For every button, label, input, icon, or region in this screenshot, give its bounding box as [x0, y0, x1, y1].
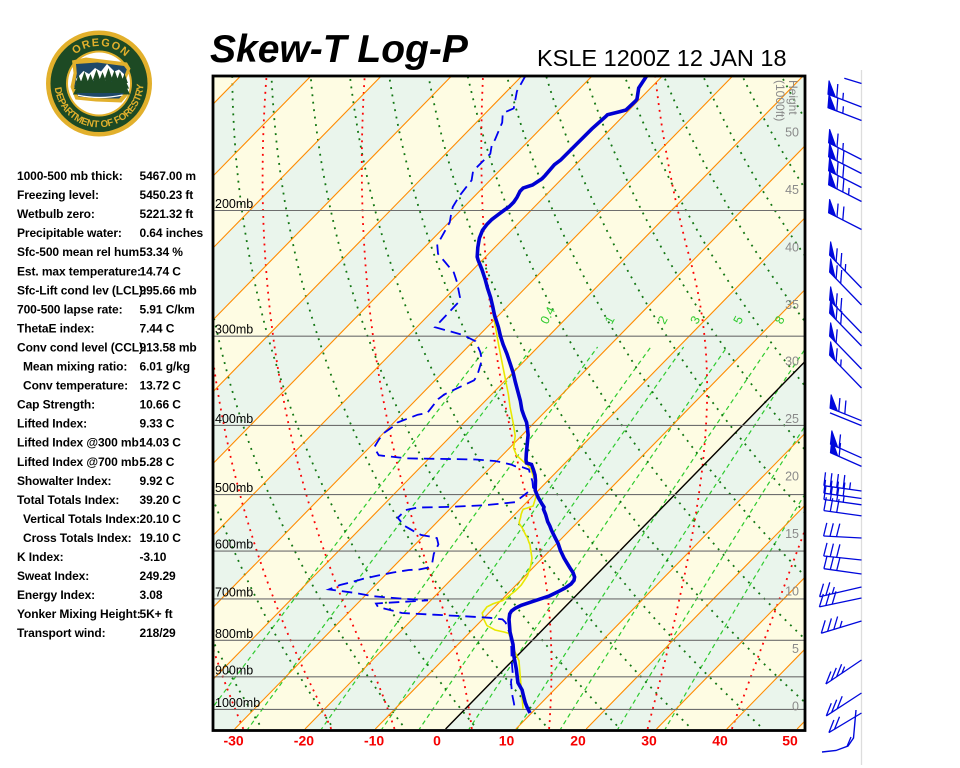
svg-text:15: 15: [785, 527, 799, 541]
svg-text:Cross Totals Index:: Cross Totals Index:: [23, 531, 132, 545]
svg-text:Transport wind:: Transport wind:: [17, 626, 106, 640]
svg-text:800mb: 800mb: [215, 627, 253, 641]
svg-text:0.64 inches: 0.64 inches: [140, 226, 204, 240]
svg-text:(1000ft): (1000ft): [773, 80, 787, 121]
svg-text:45: 45: [785, 183, 799, 197]
svg-text:5K+ ft: 5K+ ft: [140, 607, 173, 621]
svg-text:Wetbulb zero:: Wetbulb zero:: [17, 207, 95, 221]
svg-text:Energy Index:: Energy Index:: [17, 588, 95, 602]
svg-text:Sfc-Lift cond lev (LCL):: Sfc-Lift cond lev (LCL):: [17, 283, 147, 297]
svg-text:40: 40: [712, 733, 728, 749]
svg-text:-3.10: -3.10: [140, 550, 167, 564]
svg-text:14.74 C: 14.74 C: [140, 264, 182, 278]
svg-text:53.34 %: 53.34 %: [140, 245, 184, 259]
svg-text:KSLE 1200Z 12 JAN 18: KSLE 1200Z 12 JAN 18: [537, 45, 787, 71]
svg-text:Precipitable water:: Precipitable water:: [17, 226, 122, 240]
svg-text:30: 30: [785, 354, 799, 368]
svg-text:Lifted Index @700 mb:: Lifted Index @700 mb:: [17, 455, 143, 469]
svg-text:9.92 C: 9.92 C: [140, 474, 175, 488]
svg-text:10: 10: [785, 584, 799, 598]
svg-text:0: 0: [792, 699, 799, 713]
svg-text:50: 50: [782, 733, 798, 749]
svg-text:50: 50: [785, 125, 799, 139]
svg-text:700mb: 700mb: [215, 585, 253, 599]
svg-text:20.10 C: 20.10 C: [140, 512, 182, 526]
svg-text:1000-500 mb thick:: 1000-500 mb thick:: [17, 169, 123, 183]
svg-text:14.03 C: 14.03 C: [140, 436, 182, 450]
svg-text:995.66 mb: 995.66 mb: [140, 283, 197, 297]
svg-text:Vertical Totals Index:: Vertical Totals Index:: [23, 512, 140, 526]
svg-text:5: 5: [792, 642, 799, 656]
svg-text:5.91 C/km: 5.91 C/km: [140, 302, 195, 316]
svg-text:Lifted Index @300 mb:: Lifted Index @300 mb:: [17, 436, 143, 450]
svg-text:5.28 C: 5.28 C: [140, 455, 175, 469]
svg-text:300mb: 300mb: [215, 323, 253, 337]
svg-text:6.01 g/kg: 6.01 g/kg: [140, 360, 190, 374]
svg-text:Sweat Index:: Sweat Index:: [17, 569, 89, 583]
svg-text:Conv cond level (CCL):: Conv cond level (CCL):: [17, 341, 147, 355]
svg-text:35: 35: [785, 298, 799, 312]
svg-text:Est. max temperature:: Est. max temperature:: [17, 264, 141, 278]
svg-text:Cap Strength:: Cap Strength:: [17, 398, 95, 412]
svg-text:Lifted Index:: Lifted Index:: [17, 417, 87, 431]
svg-text:-10: -10: [364, 733, 384, 749]
svg-text:19.10 C: 19.10 C: [140, 531, 182, 545]
svg-text:ThetaE index:: ThetaE index:: [17, 321, 94, 335]
svg-text:Conv temperature:: Conv temperature:: [23, 379, 128, 393]
svg-text:249.29: 249.29: [140, 569, 177, 583]
svg-text:-20: -20: [294, 733, 314, 749]
svg-text:0: 0: [433, 733, 441, 749]
svg-text:20: 20: [785, 469, 799, 483]
svg-text:Total Totals Index:: Total Totals Index:: [17, 493, 119, 507]
svg-text:5221.32 ft: 5221.32 ft: [140, 207, 194, 221]
svg-text:40: 40: [785, 240, 799, 254]
svg-text:-30: -30: [223, 733, 243, 749]
svg-text:30: 30: [641, 733, 657, 749]
svg-text:Skew-T Log-P: Skew-T Log-P: [210, 28, 469, 71]
svg-text:25: 25: [785, 412, 799, 426]
svg-text:913.58 mb: 913.58 mb: [140, 341, 197, 355]
svg-text:Sfc-500 mean rel hum:: Sfc-500 mean rel hum:: [17, 245, 143, 259]
svg-text:3.08: 3.08: [140, 588, 163, 602]
svg-text:10: 10: [499, 733, 515, 749]
svg-text:9.33 C: 9.33 C: [140, 417, 175, 431]
svg-text:5467.00 m: 5467.00 m: [140, 169, 196, 183]
svg-text:400mb: 400mb: [215, 412, 253, 426]
svg-text:20: 20: [570, 733, 586, 749]
svg-text:Yonker Mixing Height:: Yonker Mixing Height:: [17, 607, 141, 621]
svg-text:1000mb: 1000mb: [215, 696, 260, 710]
svg-text:500mb: 500mb: [215, 481, 253, 495]
svg-text:7.44 C: 7.44 C: [140, 321, 175, 335]
svg-text:Height: Height: [786, 80, 800, 115]
svg-text:5450.23 ft: 5450.23 ft: [140, 188, 194, 202]
svg-text:13.72 C: 13.72 C: [140, 379, 182, 393]
svg-text:200mb: 200mb: [215, 197, 253, 211]
svg-text:900mb: 900mb: [215, 663, 253, 677]
svg-text:K Index:: K Index:: [17, 550, 64, 564]
svg-text:10.66 C: 10.66 C: [140, 398, 182, 412]
svg-text:700-500 lapse rate:: 700-500 lapse rate:: [17, 302, 123, 316]
svg-text:Mean mixing ratio:: Mean mixing ratio:: [23, 360, 127, 374]
svg-text:Showalter Index:: Showalter Index:: [17, 474, 111, 488]
svg-text:218/29: 218/29: [140, 626, 177, 640]
svg-text:Freezing level:: Freezing level:: [17, 188, 99, 202]
svg-text:600mb: 600mb: [215, 538, 253, 552]
svg-text:39.20 C: 39.20 C: [140, 493, 182, 507]
